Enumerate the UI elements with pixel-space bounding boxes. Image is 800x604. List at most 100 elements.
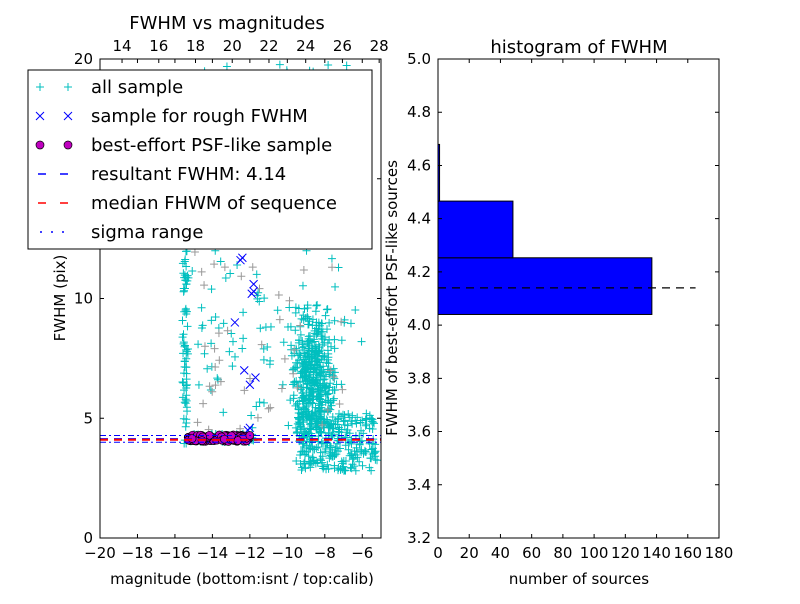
all-sample-point [225,347,234,356]
all-sample-point [305,372,314,381]
all-sample-point [323,305,332,314]
all-sample-point [222,62,231,71]
gray-sample-point [277,384,286,393]
x-tick-label: 120 [611,544,640,562]
all-sample-point [263,342,272,351]
all-sample-point [298,340,307,349]
all-sample-point [317,327,326,336]
gray-sample-point [200,342,209,351]
all-sample-point [314,414,323,423]
all-sample-point [330,464,339,473]
all-sample-point [260,294,269,303]
y-tick-label: 4.4 [407,210,431,228]
all-sample-point [303,312,312,321]
all-sample-point [328,412,337,421]
all-sample-point [346,463,355,472]
all-sample-point [309,456,318,465]
all-sample-point [308,321,317,330]
all-sample-point [344,409,353,418]
circle-marker-icon [63,140,73,150]
gray-sample-point [210,344,219,353]
gray-sample-point [329,372,338,381]
x-tick-label: 160 [673,544,702,562]
all-sample-point [312,370,321,379]
all-sample-point [328,371,337,380]
gray-sample-point [197,267,206,276]
all-sample-point [200,349,209,358]
all-sample-point [286,396,295,405]
all-sample-point [291,303,300,312]
all-sample-point [294,336,303,345]
all-sample-point [318,452,327,461]
legend-label: sigma range [91,222,203,243]
rough-sample-point [230,318,240,327]
all-sample-point [316,427,325,436]
x-axis-label: magnitude (bottom:isnt / top:calib) [110,570,374,588]
all-sample-point [180,398,189,407]
gray-sample-point [253,413,262,422]
all-sample-point [303,314,312,323]
all-sample-point [297,393,306,402]
all-sample-point [330,344,339,353]
all-sample-point [296,378,305,387]
all-sample-point [238,344,247,353]
gray-sample-point [285,296,294,305]
all-sample-point [292,457,301,466]
histogram-bar [437,257,653,315]
all-sample-point [309,377,318,386]
x-tick-label: 140 [642,544,671,562]
x-tick-label: −18 [122,544,154,562]
all-sample-point [317,319,326,328]
all-sample-point [203,364,212,373]
all-sample-point [319,368,328,377]
top-x-tick-label: 24 [296,37,315,55]
all-sample-point [362,420,371,429]
all-sample-point [303,301,312,310]
all-sample-point [309,368,318,377]
legend-label: sample for rough FWHM [91,106,308,127]
all-sample-point [266,322,275,331]
all-sample-point [353,413,362,422]
all-sample-point [219,319,228,328]
all-sample-point [367,417,376,426]
all-sample-point [366,454,375,463]
all-sample-point [275,60,284,69]
rough-sample-point [251,373,260,382]
all-sample-point [370,449,379,458]
all-sample-point [326,419,335,428]
all-sample-point [341,456,350,465]
all-sample-point [182,262,191,271]
all-sample-point [371,455,380,464]
all-sample-point [179,330,188,339]
all-sample-point [317,390,326,399]
all-sample-point [299,403,308,412]
all-sample-point [321,445,330,454]
all-sample-point [365,411,374,420]
top-x-tick-label: 28 [370,37,389,55]
chart-title: histogram of FWHM [490,37,667,58]
all-sample-point [301,428,310,437]
all-sample-point [325,318,334,327]
all-sample-point [330,386,339,395]
all-sample-point [355,457,364,466]
all-sample-point [355,439,364,448]
all-sample-point [323,325,332,334]
top-x-tick-label: 16 [149,37,168,55]
gray-sample-point [205,382,214,391]
legend-box [27,69,373,250]
all-sample-point [300,368,309,377]
all-sample-point [304,320,313,329]
all-sample-point [181,422,190,431]
all-sample-point [183,322,192,331]
all-sample-point [332,380,341,389]
rough-sample-point [239,365,249,375]
gray-sample-point [323,406,332,415]
all-sample-point [259,344,268,353]
gray-sample-point [289,369,298,378]
all-sample-point [233,261,242,270]
y-tick-label: 3.6 [407,423,431,441]
all-sample-point [307,419,316,428]
all-sample-point [298,447,307,456]
